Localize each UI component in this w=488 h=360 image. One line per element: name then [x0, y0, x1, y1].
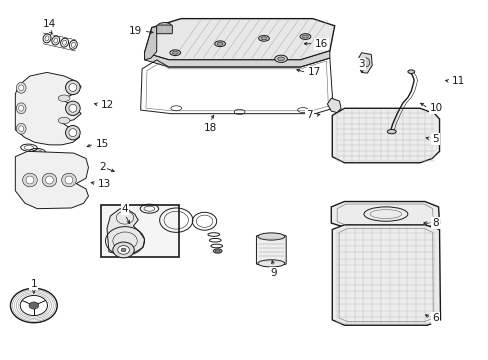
Ellipse shape [214, 41, 225, 46]
Text: 8: 8 [431, 218, 438, 228]
Text: 15: 15 [96, 139, 109, 149]
Ellipse shape [257, 260, 284, 267]
Ellipse shape [22, 173, 37, 187]
Ellipse shape [300, 34, 310, 40]
Text: 10: 10 [429, 103, 442, 113]
Text: 1: 1 [30, 279, 37, 289]
Ellipse shape [69, 84, 77, 91]
Ellipse shape [274, 55, 287, 62]
Polygon shape [357, 53, 371, 73]
Ellipse shape [257, 233, 284, 240]
Polygon shape [15, 72, 81, 145]
Ellipse shape [16, 123, 26, 134]
Polygon shape [331, 225, 440, 325]
FancyBboxPatch shape [256, 235, 285, 265]
Ellipse shape [215, 250, 220, 252]
Text: 12: 12 [101, 100, 114, 110]
Polygon shape [144, 51, 329, 67]
Text: 13: 13 [98, 179, 111, 189]
Text: 14: 14 [43, 19, 56, 30]
Text: 3: 3 [358, 59, 364, 69]
Text: 11: 11 [451, 76, 464, 86]
Ellipse shape [19, 105, 23, 111]
Polygon shape [144, 27, 157, 60]
Ellipse shape [172, 51, 178, 54]
Bar [101, 205, 178, 257]
Ellipse shape [69, 104, 77, 112]
Ellipse shape [302, 35, 308, 38]
Polygon shape [144, 19, 334, 60]
Text: 17: 17 [307, 67, 321, 77]
Polygon shape [330, 202, 439, 227]
Circle shape [113, 242, 134, 258]
Ellipse shape [19, 85, 23, 91]
Text: 4: 4 [122, 204, 128, 214]
Ellipse shape [261, 37, 266, 40]
Ellipse shape [16, 103, 26, 114]
Ellipse shape [58, 95, 70, 102]
Circle shape [118, 246, 129, 254]
Ellipse shape [19, 126, 23, 132]
Ellipse shape [407, 70, 414, 73]
Polygon shape [15, 151, 88, 209]
FancyBboxPatch shape [157, 25, 172, 34]
Text: 7: 7 [305, 111, 312, 121]
Ellipse shape [65, 176, 73, 184]
Ellipse shape [386, 130, 395, 134]
Circle shape [121, 248, 126, 252]
Ellipse shape [65, 80, 80, 95]
Ellipse shape [213, 249, 222, 253]
Ellipse shape [45, 176, 53, 184]
Text: 19: 19 [129, 26, 142, 36]
Ellipse shape [65, 101, 80, 116]
Ellipse shape [69, 129, 77, 136]
Text: 6: 6 [431, 313, 438, 323]
Circle shape [29, 302, 39, 309]
Ellipse shape [169, 50, 180, 55]
Text: 5: 5 [431, 134, 438, 144]
Text: 18: 18 [203, 123, 217, 132]
Ellipse shape [16, 82, 26, 93]
Polygon shape [107, 209, 144, 254]
Text: 2: 2 [99, 162, 105, 172]
Ellipse shape [158, 23, 171, 29]
Polygon shape [331, 108, 439, 163]
Text: 9: 9 [270, 268, 277, 278]
Ellipse shape [65, 126, 80, 140]
Ellipse shape [26, 176, 34, 184]
Ellipse shape [258, 36, 269, 41]
Ellipse shape [42, 173, 57, 187]
Text: 16: 16 [315, 39, 328, 49]
Ellipse shape [277, 57, 284, 60]
Ellipse shape [58, 117, 70, 124]
Ellipse shape [61, 173, 76, 187]
Ellipse shape [217, 42, 223, 45]
Ellipse shape [361, 58, 369, 67]
Polygon shape [327, 98, 340, 113]
